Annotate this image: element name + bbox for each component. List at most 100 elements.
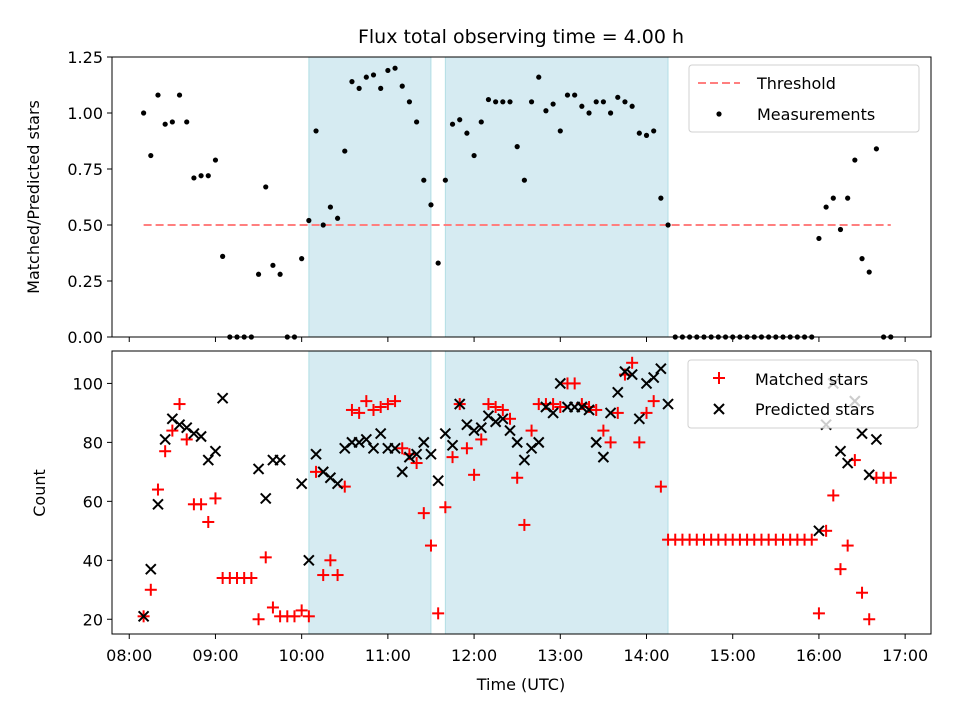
predicted-star-marker [367, 442, 380, 454]
predicted-star-marker [310, 448, 322, 460]
matched-star-marker [381, 398, 394, 411]
measurement-point [586, 110, 592, 116]
legend-predicted-label: Predicted stars [755, 400, 875, 419]
top-panel: 0.00 0.25 0.50 0.75 1.00 1.25 Matched/Predict… [24, 48, 932, 347]
measurement-point [263, 184, 269, 190]
measurement-point [299, 256, 305, 262]
measurement-point [536, 74, 542, 80]
predicted-star-marker [604, 407, 617, 419]
predicted-star-marker [137, 610, 150, 623]
measurement-point [471, 152, 477, 159]
measurement-point [191, 175, 197, 181]
matched-star-marker [166, 424, 179, 437]
legend-matched-swatch [713, 372, 725, 384]
measurement-point [823, 204, 829, 210]
measurement-point [378, 85, 384, 91]
matched-star-marker [611, 406, 624, 419]
predicted-star-marker [195, 430, 207, 443]
measurement-point [421, 177, 427, 183]
matched-star-marker [511, 471, 524, 484]
x-axis-label: Time (UTC) [476, 675, 565, 694]
predicted-star-marker [454, 398, 466, 410]
measurement-point [428, 202, 434, 208]
matched-star-marker [518, 518, 531, 531]
measurement-point [593, 99, 599, 105]
measurement-point [169, 119, 175, 125]
measurement-point [557, 128, 563, 134]
y-tick-label: 1.00 [67, 104, 103, 123]
x-tick-label: 10:00 [279, 646, 325, 665]
matched-star-marker [633, 436, 646, 449]
measurement-point [852, 157, 858, 163]
top-y-axis-label: Matched/Predicted stars [24, 100, 43, 294]
legend-measurements-swatch [716, 111, 722, 117]
matched-star-marker [295, 604, 308, 617]
matched-star-marker [424, 539, 437, 552]
y-tick-label: 100 [72, 374, 103, 393]
predicted-star-marker [647, 371, 660, 384]
measurement-point [528, 99, 535, 105]
predicted-star-marker [655, 362, 667, 375]
measurement-point [176, 92, 183, 98]
predicted-star-marker [145, 563, 157, 575]
predicted-star-marker [468, 424, 480, 437]
matched-star-marker [195, 498, 208, 511]
predicted-star-marker [432, 475, 444, 487]
predicted-star-marker [159, 433, 171, 446]
measurement-point [392, 65, 398, 71]
measurement-point [449, 121, 456, 127]
measurement-point [816, 235, 822, 242]
measurement-point [205, 173, 211, 179]
matched-star-marker [834, 563, 847, 576]
x-tick-label: 17:00 [882, 646, 928, 665]
matched-star-marker [863, 613, 876, 626]
y-tick-label: 0.00 [67, 328, 103, 347]
predicted-star-marker [216, 392, 229, 404]
matched-star-marker [856, 586, 869, 599]
measurement-point [845, 195, 851, 201]
matched-star-marker [367, 403, 380, 416]
predicted-star-marker [662, 398, 674, 410]
measurement-point [651, 128, 657, 134]
matched-star-marker [417, 507, 430, 520]
predicted-star-marker [583, 404, 595, 416]
measurement-point [464, 130, 470, 136]
matched-star-marker [302, 610, 315, 623]
matched-star-marker [396, 442, 409, 455]
matched-star-marker [841, 539, 854, 552]
measurement-point [141, 110, 147, 116]
legend-measurements-label: Measurements [757, 105, 875, 124]
measurement-point [579, 103, 585, 109]
matched-star-marker [259, 551, 272, 564]
measurement-point [514, 144, 520, 150]
chart-title: Flux total observing time = 4.00 h [358, 26, 684, 48]
matched-star-marker [317, 569, 330, 582]
measurement-point [212, 157, 219, 163]
predicted-star-marker [152, 498, 164, 510]
measurement-point [356, 85, 362, 91]
measurement-point [198, 173, 204, 179]
x-tick-label: 08:00 [106, 646, 152, 665]
measurement-point [334, 215, 341, 221]
top-legend-box [688, 64, 920, 133]
matched-star-marker [475, 433, 488, 446]
predicted-star-marker [274, 454, 286, 466]
measurement-point [320, 222, 326, 228]
measurement-point [500, 99, 506, 105]
matched-star-marker [568, 377, 581, 390]
y-tick-label: 0.75 [67, 160, 103, 179]
matched-star-marker [590, 403, 603, 416]
predicted-star-marker [410, 448, 423, 460]
predicted-star-marker [633, 413, 646, 425]
predicted-star-marker [303, 554, 315, 567]
matched-star-marker [460, 442, 473, 455]
measurement-point [220, 253, 226, 259]
measurement-point [507, 99, 513, 105]
measurement-point [636, 130, 642, 136]
y-tick-label: 1.25 [67, 48, 103, 67]
predicted-star-marker [360, 433, 373, 446]
matched-star-marker [654, 480, 667, 493]
measurement-point [830, 195, 836, 201]
measurement-point [363, 74, 369, 80]
top-legend: Threshold Measurements [688, 64, 920, 133]
